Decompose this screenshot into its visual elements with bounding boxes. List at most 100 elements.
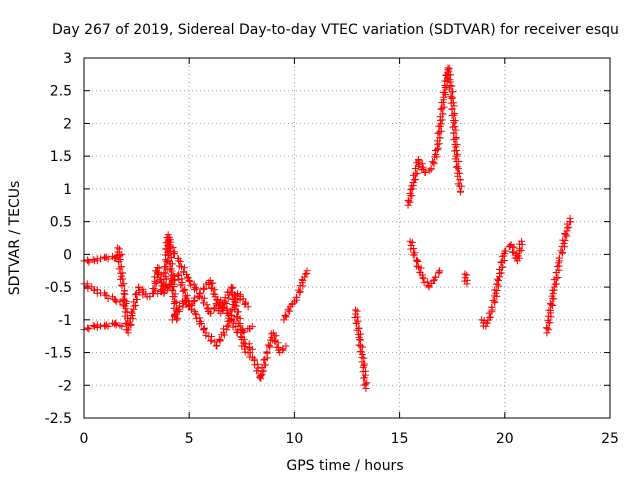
trace-marker [413,256,421,264]
trace-marker [560,239,568,247]
trace-marker [561,237,569,245]
trace-marker [458,182,466,190]
trace-marker [84,324,92,332]
x-axis-title: GPS time / hours [286,458,403,474]
trace-marker [232,322,240,330]
trace-marker [455,157,463,165]
trace-marker [355,325,363,333]
trace-marker [455,165,463,173]
trace-marker [209,279,217,287]
trace-marker [124,326,132,334]
trace-marker [491,298,499,306]
trace-marker [567,218,575,226]
trace-marker [180,264,188,272]
x-tick-label: 15 [391,431,409,447]
trace-marker [208,285,216,293]
trace-marker [131,301,139,309]
data-point [463,280,471,288]
trace-marker [408,238,416,246]
y-tick-label: -2.5 [45,411,72,427]
trace-marker [169,293,177,301]
x-tick-label: 20 [496,431,514,447]
trace-marker [155,264,163,272]
trace-marker [114,248,122,256]
trace-marker [240,328,248,336]
trace-marker [271,337,279,345]
trace-marker [361,374,369,382]
trace-marker [448,94,456,102]
trace-marker [440,103,448,111]
trace-marker [164,248,172,256]
trace-marker [517,246,525,254]
trace-marker [404,196,412,204]
x-tick-label: 5 [185,431,194,447]
trace-marker [353,313,361,321]
y-tick-label: 0.5 [50,215,72,231]
trace-marker [418,160,426,168]
trace-marker [104,294,112,302]
trace-marker [418,166,426,174]
trace-marker [543,324,551,332]
trace-marker [226,307,234,315]
trace-marker [125,319,133,327]
trace-marker [192,315,200,323]
trace-marker [360,381,368,389]
trace-marker [168,287,176,295]
trace-marker [122,297,130,305]
trace-marker [361,360,369,368]
trace-marker [546,299,554,307]
trace-marker [196,314,204,322]
trace-marker [178,281,186,289]
trace-marker [200,299,208,307]
data-point [112,296,120,304]
trace-marker [273,343,281,351]
trace-marker [554,273,562,281]
trace-marker [448,105,456,113]
trace-marker [102,291,110,299]
trace-marker [170,283,178,291]
trace-marker [353,319,361,327]
y-tick-label: 3 [63,51,72,67]
trace-marker [543,324,551,332]
trace-marker [174,306,182,314]
trace-marker [97,255,105,263]
trace-marker [202,331,210,339]
trace-marker [263,348,271,356]
trace-marker [183,296,191,304]
trace-marker [357,330,365,338]
trace-marker [260,356,268,364]
trace-marker [296,288,304,296]
trace-marker [555,254,563,262]
trace-marker [302,270,310,278]
y-tick-label: -0.5 [45,280,72,296]
trace-marker [450,136,458,144]
trace-marker [171,313,179,321]
trace-marker [279,345,287,353]
trace-marker [116,251,124,259]
series-track-h [238,329,290,383]
trace-marker [166,244,174,252]
trace-marker [430,277,438,285]
y-tick-label: -1 [58,313,72,329]
y-tick-label: -1.5 [45,346,72,362]
trace-marker [509,248,517,256]
x-tick-labels: 0 5 10 15 20 25 [80,431,619,447]
trace-marker [89,322,97,330]
trace-marker [448,112,456,120]
trace-marker [219,303,227,311]
trace-marker [213,342,221,350]
series-track-c [80,319,126,334]
trace-marker [215,335,223,343]
trace-marker [227,288,235,296]
trace-marker [220,325,228,333]
trace-marker [549,286,557,294]
trace-marker [407,186,415,194]
data-point [128,309,136,317]
series-track-f [164,237,256,353]
trace-marker [93,324,101,332]
trace-marker [413,169,421,177]
series-track-g [168,290,252,350]
trace-marker [161,269,169,277]
trace-marker [561,243,569,251]
trace-marker [486,314,494,322]
